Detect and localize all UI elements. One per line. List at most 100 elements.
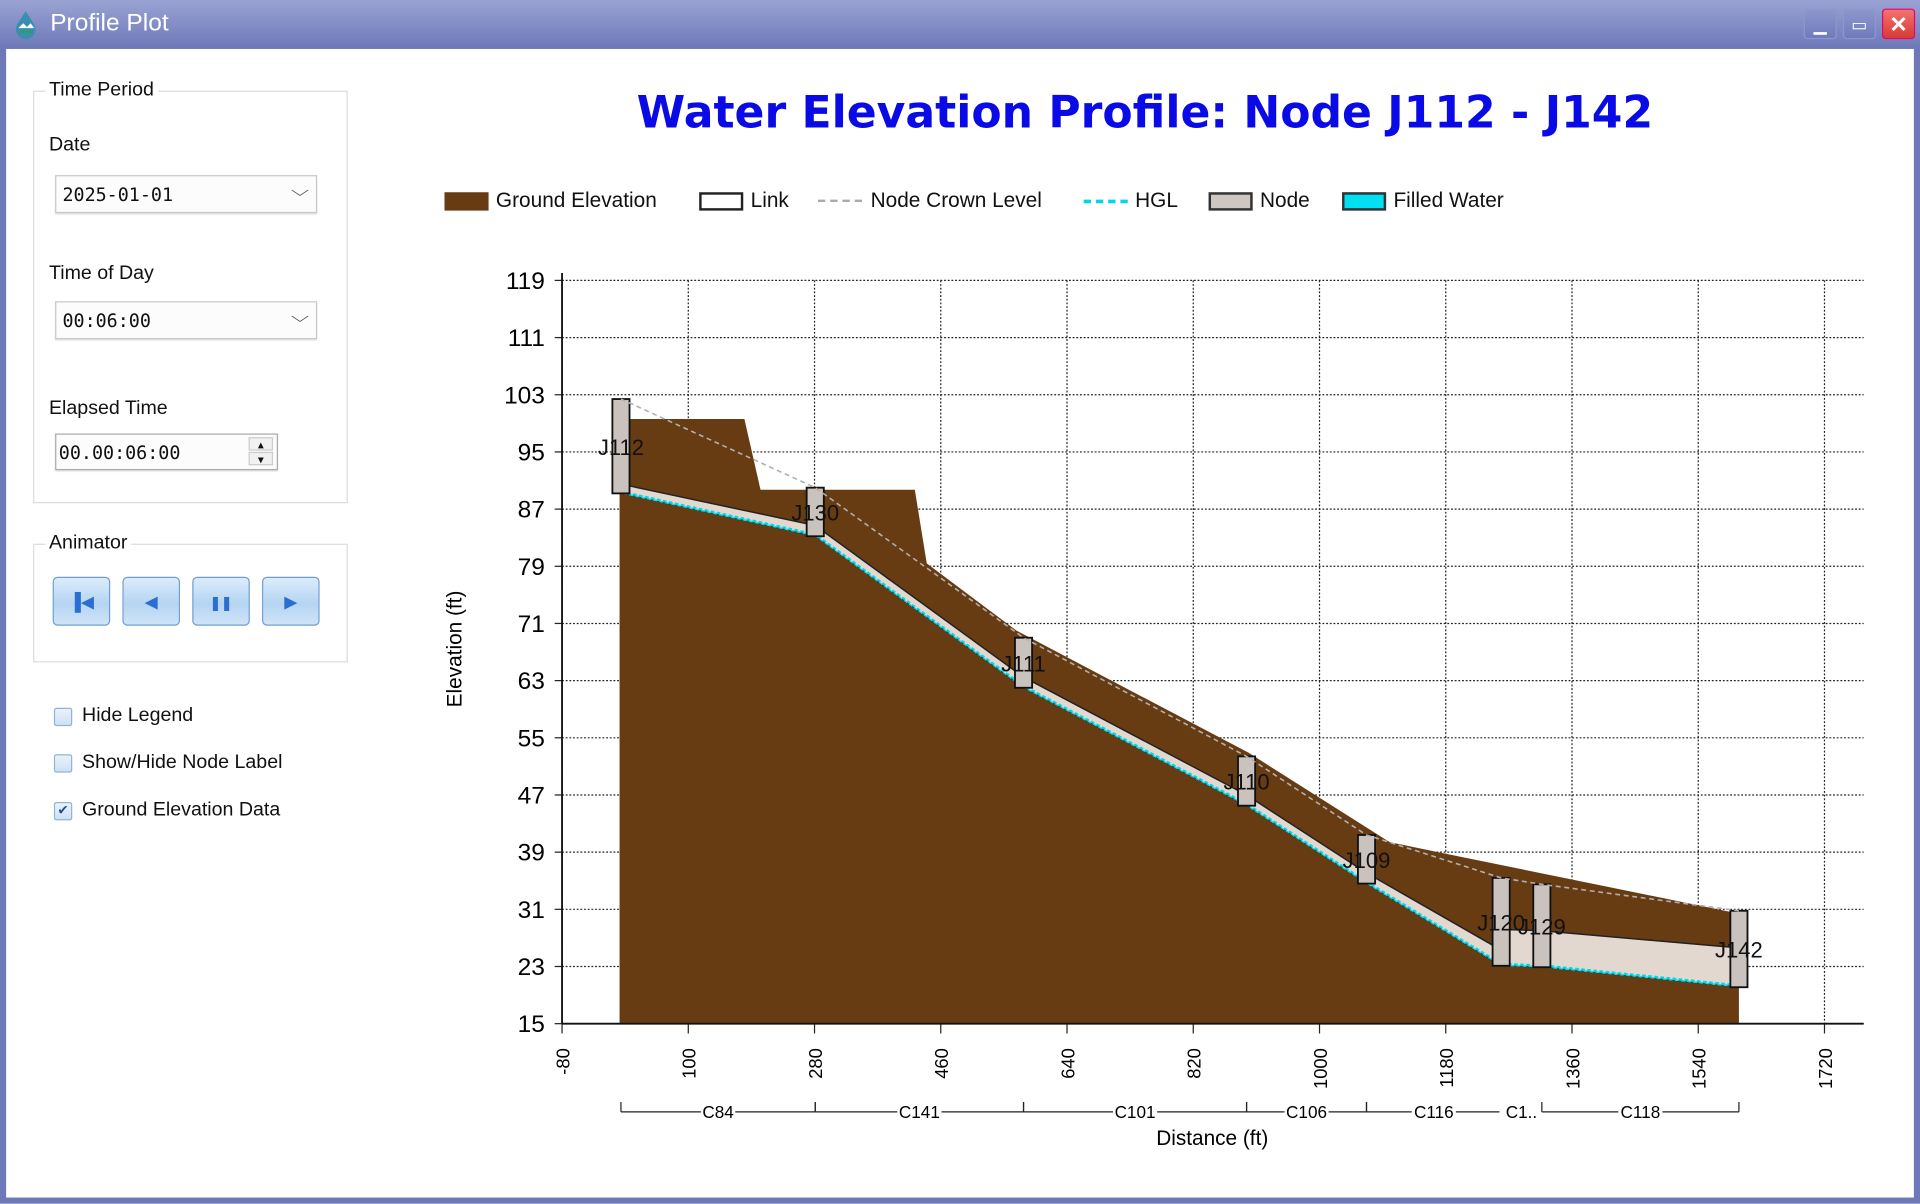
- time-of-day-select[interactable]: 00:06:00 ⌵: [55, 301, 318, 340]
- pause-icon: ❚❚: [209, 596, 233, 612]
- link-crown-line: [814, 524, 1024, 678]
- node-label: J110: [1223, 770, 1269, 795]
- node-J111: [1014, 636, 1034, 689]
- y-tick-label: 31: [518, 897, 545, 924]
- link-label-bg: [1411, 1102, 1456, 1120]
- y-tick-label: 95: [518, 440, 545, 467]
- y-tick-label: 79: [518, 554, 545, 581]
- y-tick-label: 71: [518, 611, 545, 638]
- link-C1..: [1501, 929, 1542, 968]
- link-label: C84: [702, 1102, 734, 1122]
- x-axis-label: Distance (ft): [1156, 1127, 1268, 1150]
- y-tick-label: 39: [518, 840, 545, 867]
- skip-to-start-button[interactable]: ▐◀: [52, 576, 111, 626]
- elapsed-time-label: Elapsed Time: [48, 397, 168, 419]
- spin-down-button[interactable]: ▼: [248, 451, 274, 466]
- legend-swatch-ground: [444, 192, 489, 211]
- ground-elevation-label: Ground Elevation Data: [82, 799, 281, 821]
- close-button[interactable]: ✕: [1882, 8, 1916, 40]
- node-crown-level-line: [620, 398, 1740, 912]
- step-back-icon: ◀: [144, 591, 158, 612]
- node-label: J129: [1518, 914, 1566, 939]
- minimize-icon: ▁: [1813, 14, 1827, 35]
- x-tick-label: 1720: [1815, 1048, 1836, 1089]
- link-label: C141: [899, 1102, 940, 1122]
- play-button[interactable]: ▶: [262, 576, 320, 626]
- x-tick-label: 460: [931, 1048, 952, 1079]
- link-label: C1..: [1506, 1102, 1537, 1122]
- legend-swatch-node: [1208, 192, 1253, 211]
- y-tick-label: 63: [518, 668, 545, 695]
- x-tick-label: -80: [552, 1048, 573, 1075]
- link-label-bg: [897, 1102, 942, 1120]
- node-label-label: Show/Hide Node Label: [82, 751, 283, 773]
- time-of-day-label: Time of Day: [48, 263, 154, 285]
- close-icon: ✕: [1889, 12, 1908, 37]
- play-icon: ▶: [284, 591, 298, 612]
- spin-up-button[interactable]: ▲: [248, 437, 274, 451]
- link-label-bg: [1284, 1102, 1329, 1120]
- node-label: J109: [1343, 848, 1391, 873]
- time-of-day-value: 00:06:00: [62, 309, 151, 332]
- link-label-bg: [1499, 1102, 1544, 1120]
- x-tick-label: 280: [805, 1048, 826, 1079]
- y-tick-label: 23: [518, 954, 545, 981]
- x-tick-label: 1000: [1310, 1048, 1331, 1089]
- app-drop-icon: [15, 11, 36, 40]
- x-tick-label: 640: [1057, 1048, 1078, 1079]
- x-tick-label: 1180: [1436, 1048, 1457, 1087]
- link-label-bg: [1618, 1102, 1663, 1120]
- node-J130: [805, 486, 825, 538]
- elapsed-time-value: 00.00:06:00: [58, 442, 181, 465]
- hide-legend-checkbox[interactable]: [53, 707, 73, 727]
- maximize-button[interactable]: ▭: [1842, 8, 1876, 40]
- y-axis-label: Elevation (ft): [444, 591, 467, 708]
- step-back-button[interactable]: ◀: [122, 576, 181, 626]
- x-tick-label: 820: [1184, 1048, 1205, 1079]
- x-tick-label: 1360: [1562, 1048, 1583, 1089]
- node-label-checkbox[interactable]: [53, 754, 73, 773]
- y-tick-label: 47: [518, 783, 545, 810]
- time-period-title: Time Period: [45, 79, 158, 102]
- link-C118: [1541, 930, 1739, 988]
- pause-button[interactable]: ❚❚: [192, 576, 250, 626]
- legend-swatch-hgl: [1083, 199, 1128, 204]
- chevron-down-icon: ⌵: [291, 308, 310, 327]
- y-tick-label: 55: [518, 725, 545, 752]
- link-label: C101: [1115, 1102, 1156, 1122]
- animator-title: Animator: [45, 532, 132, 555]
- hide-legend-label: Hide Legend: [82, 705, 194, 727]
- link-crown-line: [1541, 930, 1739, 949]
- y-tick-label: 119: [506, 268, 545, 295]
- elapsed-time-spinner[interactable]: 00.00:06:00 ▲ ▼: [55, 433, 278, 471]
- date-label: Date: [48, 134, 91, 156]
- y-tick-label: 103: [504, 382, 545, 409]
- animator-group: Animator: [33, 532, 348, 663]
- legend-node: Node: [1260, 188, 1310, 212]
- legend-swatch-crown: [817, 199, 863, 203]
- legend-crown: Node Crown Level: [870, 188, 1042, 212]
- node-label: J111: [1001, 651, 1046, 676]
- legend-filled-water: Filled Water: [1393, 188, 1504, 212]
- legend-swatch-filled-water: [1342, 192, 1387, 211]
- y-tick-label: 111: [508, 325, 545, 352]
- window-title: Profile Plot: [50, 9, 169, 37]
- skip-to-start-icon: ▐◀: [68, 591, 95, 612]
- link-label-bg: [700, 1102, 736, 1120]
- y-tick-label: 15: [518, 1011, 545, 1038]
- checkmark-icon: ✔: [57, 803, 69, 818]
- node-label: J142: [1715, 938, 1763, 963]
- minimize-button[interactable]: ▁: [1803, 8, 1837, 40]
- link-label: C118: [1621, 1102, 1661, 1122]
- date-select[interactable]: 2025-01-01 ⌵: [55, 175, 318, 214]
- legend-hgl: HGL: [1135, 188, 1178, 212]
- legend-swatch-link: [699, 192, 744, 211]
- link-crown-line: [1023, 676, 1247, 796]
- chart-title: Water Elevation Profile: Node J112 - J14…: [636, 88, 1654, 139]
- ground-elevation-checkbox[interactable]: ✔: [53, 802, 73, 821]
- title-bar[interactable]: Profile Plot ▁ ▭ ✕: [0, 0, 1920, 49]
- maximize-icon: ▭: [1851, 14, 1868, 35]
- node-label: J130: [791, 501, 839, 526]
- link-crown-line: [620, 483, 816, 527]
